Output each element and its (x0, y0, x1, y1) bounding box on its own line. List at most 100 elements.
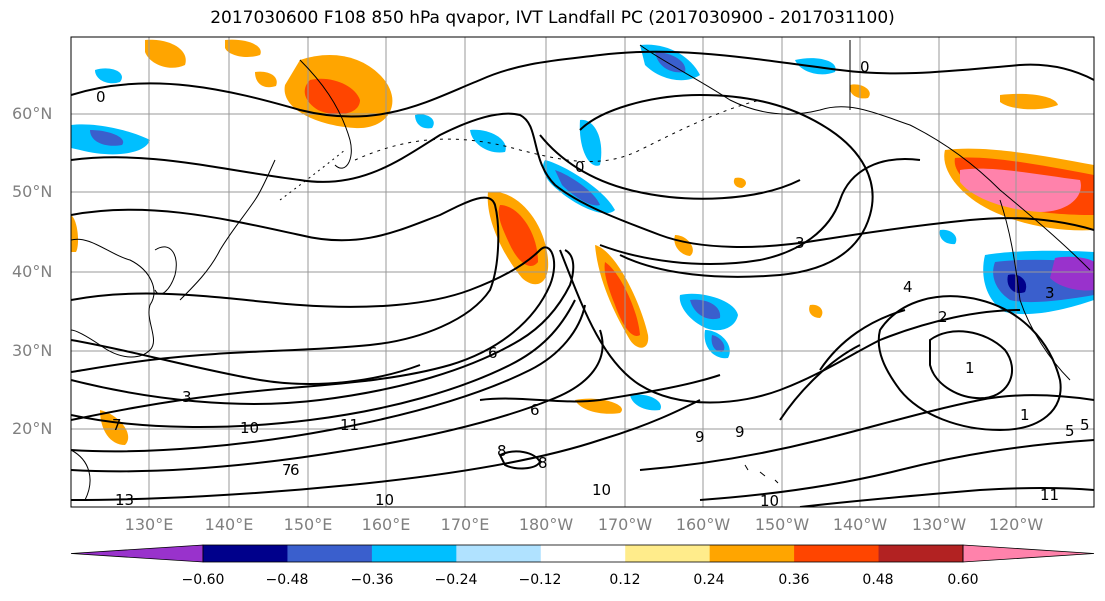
asia-coastline (71, 238, 155, 358)
contour-label: 10 (760, 492, 779, 510)
contour-label: 2 (938, 308, 948, 326)
negative-anomaly-blob (655, 52, 686, 73)
contour-label: 11 (340, 416, 359, 434)
negative-anomaly-blob (630, 394, 661, 411)
contour-label: 7 (112, 416, 122, 434)
lon-label: 150°W (754, 515, 810, 534)
colorbar-segment (203, 545, 288, 562)
contour-label: 8 (538, 454, 548, 472)
lon-label: 170°E (440, 515, 490, 534)
contour-label: 0 (575, 158, 585, 176)
contour-label: 6 (530, 401, 540, 419)
contour-line (819, 309, 906, 371)
lon-label: 170°W (597, 515, 653, 534)
positive-anomaly-blob (1000, 93, 1058, 110)
lat-label-30n: 30°N (12, 341, 53, 360)
hawaii-islands (744, 464, 779, 484)
negative-anomaly-blob (939, 229, 957, 245)
contour-label: 3 (182, 388, 192, 406)
negative-anomaly-blob (555, 170, 600, 206)
contour-label: 1 (965, 359, 975, 377)
lat-label-40n: 40°N (12, 262, 53, 281)
positive-anomaly-blob (145, 39, 186, 68)
negative-anomaly-blob (95, 68, 122, 84)
colorbar-tick-label: 0.12 (609, 572, 641, 588)
colorbar (70, 544, 1095, 563)
contour-label: 6 (290, 461, 300, 479)
colorbar-segment (456, 545, 542, 562)
positive-anomaly-blob (255, 71, 277, 88)
positive-anomaly-blob (604, 262, 640, 336)
contour-label: 11 (1040, 486, 1059, 504)
colorbar-extension-high (962, 544, 1095, 563)
contour-line (877, 295, 1062, 432)
positive-anomaly-blob (71, 215, 79, 252)
contour-label: 13 (115, 491, 134, 509)
aleutian-islands (354, 99, 761, 163)
contour-label: 1 (1020, 406, 1030, 424)
positive-anomaly-blob (960, 168, 1081, 212)
positive-anomaly-blob (575, 398, 622, 414)
contour-line (71, 339, 421, 385)
colorbar-tick-label: 0.60 (947, 572, 979, 588)
contour-label: 3 (1045, 284, 1055, 302)
contour-label: 0 (860, 58, 870, 76)
contour-line (699, 439, 1094, 501)
contour-label: 3 (795, 234, 805, 252)
contour-label: 4 (903, 278, 913, 296)
contour-line (579, 93, 874, 278)
colorbar-extension-low (70, 544, 204, 563)
lon-label: 160°W (675, 515, 731, 534)
lon-label: 150°E (283, 515, 333, 534)
colorbar-segment (371, 545, 457, 562)
contour-label: 10 (240, 419, 259, 437)
negative-anomaly-blob (1050, 256, 1094, 291)
contour-line (539, 134, 801, 200)
alaska-coastline (639, 44, 1091, 271)
lon-label: 120°W (988, 515, 1044, 534)
colorbar-tick-label: 0.48 (862, 572, 894, 588)
colorbar-tick-label: −0.12 (518, 572, 562, 588)
negative-shading (71, 44, 1094, 411)
lon-label: 130°E (124, 515, 174, 534)
contour-line (71, 304, 586, 453)
contour-line (479, 374, 721, 403)
positive-anomaly-blob (498, 205, 538, 266)
ivt-contours (71, 50, 1094, 507)
lon-label: 130°W (911, 515, 967, 534)
contour-label: 6 (488, 344, 498, 362)
negative-anomaly-blob (690, 299, 721, 320)
negative-anomaly-blob (415, 114, 434, 129)
colorbar-outline (202, 544, 964, 563)
contour-label: 10 (375, 491, 394, 509)
colorbar-segment (878, 545, 964, 562)
lon-label: 140°E (204, 515, 254, 534)
map-gridlines (71, 37, 1094, 507)
plot-title: 2017030600 F108 850 hPa qvapor, IVT Land… (210, 8, 895, 28)
colorbar-segment (709, 545, 795, 562)
qvapor-shading (71, 39, 1094, 445)
japan-coastline (179, 159, 276, 301)
colorbar-segment (287, 545, 373, 562)
positive-anomaly-blob (225, 39, 261, 58)
colorbar-tick-label: −0.24 (434, 572, 478, 588)
lon-label: 140°W (832, 515, 888, 534)
contour-label: 9 (695, 428, 705, 446)
contour-line (639, 394, 1094, 471)
contour-label: 10 (592, 481, 611, 499)
kamchatka-coastline (299, 59, 352, 169)
colorbar-tick-label: 0.36 (778, 572, 810, 588)
lon-label: 180°W (518, 515, 574, 534)
colorbar-tick-label: 0.24 (693, 572, 725, 588)
positive-anomaly-blob (733, 177, 746, 188)
negative-anomaly-blob (711, 335, 725, 352)
contour-line (71, 249, 575, 405)
colorbar-tick-label: −0.48 (265, 572, 309, 588)
lat-label-20n: 20°N (12, 419, 53, 438)
contour-line (71, 329, 604, 473)
contour-line (929, 330, 1014, 400)
positive-anomaly-blob (100, 410, 129, 445)
contour-label: 9 (735, 423, 745, 441)
contour-line (71, 50, 1094, 118)
lon-label: 160°E (361, 515, 411, 534)
